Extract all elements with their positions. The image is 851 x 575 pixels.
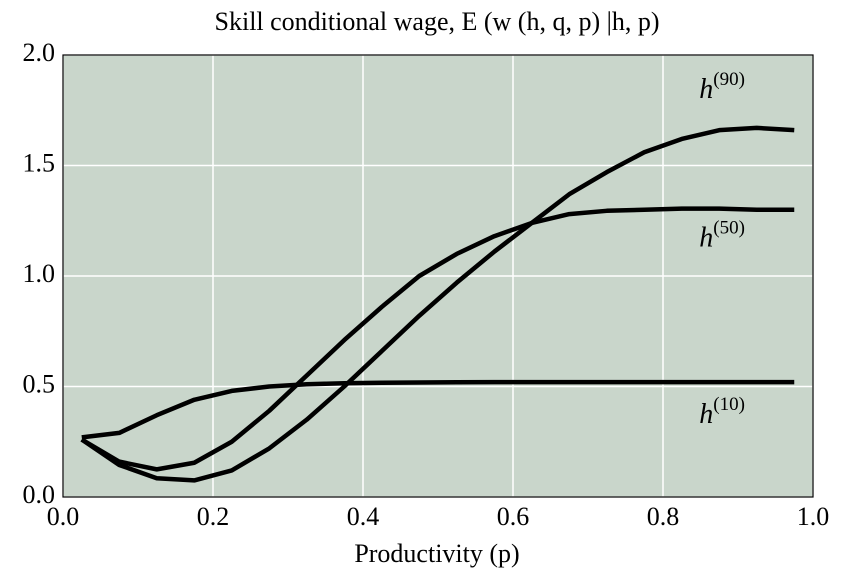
series-name: h (699, 75, 713, 106)
y-tick-label: 0.0 (23, 480, 56, 509)
x-axis-label: Productivity (p) (354, 539, 519, 568)
series-label: h(90) (699, 69, 745, 105)
series-line (80, 206, 795, 472)
series-label: h(50) (699, 218, 745, 254)
y-tick-label: 1.5 (23, 148, 56, 177)
series-line (81, 379, 795, 440)
y-tick-label: 1.0 (23, 259, 56, 288)
series-superscript: (90) (713, 69, 745, 90)
x-tick-label: 0.0 (47, 502, 80, 531)
series-superscript: (50) (713, 218, 745, 239)
y-tick-label: 2.0 (23, 38, 56, 67)
series-name: h (699, 223, 713, 254)
series-name: h (699, 400, 713, 431)
x-tick-label: 0.8 (647, 502, 680, 531)
series-superscript: (10) (713, 394, 745, 415)
x-tick-label: 0.6 (497, 502, 530, 531)
y-tick-label: 0.5 (23, 369, 56, 398)
chart-title: Skill conditional wage, E (w (h, q, p) |… (215, 7, 660, 36)
x-tick-label: 0.4 (347, 502, 380, 531)
x-tick-label: 0.2 (197, 502, 230, 531)
x-tick-label: 1.0 (797, 502, 830, 531)
plot-frame (62, 54, 814, 498)
series-line (80, 125, 795, 483)
series-label: h(10) (699, 394, 745, 430)
